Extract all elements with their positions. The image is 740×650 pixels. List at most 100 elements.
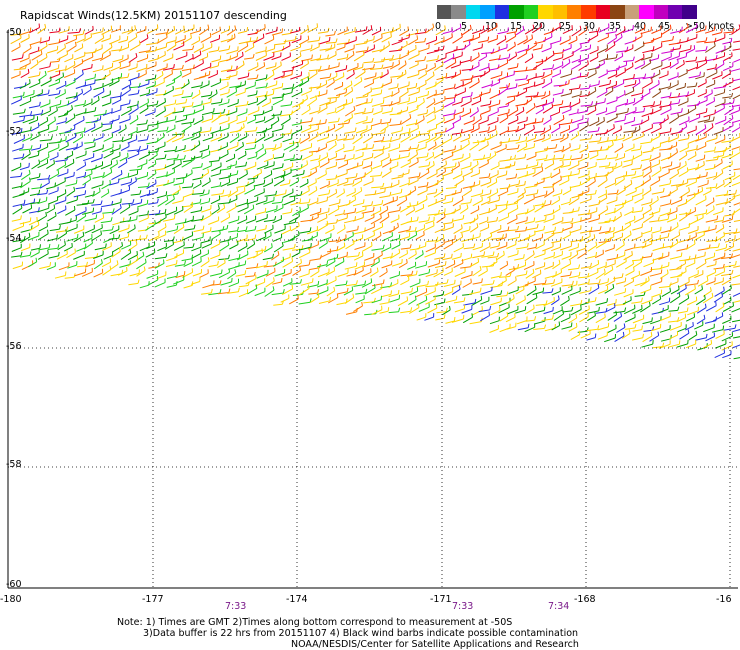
wind-barb bbox=[364, 226, 375, 232]
wind-barb bbox=[634, 45, 645, 52]
wind-barb bbox=[696, 175, 707, 179]
wind-barb-flag bbox=[28, 169, 31, 174]
wind-barb bbox=[227, 272, 237, 280]
wind-barb bbox=[721, 288, 732, 296]
wind-barb-flag bbox=[145, 234, 148, 239]
wind-barb bbox=[416, 284, 428, 288]
wind-barb bbox=[587, 282, 600, 285]
wind-barb-flag bbox=[164, 223, 167, 228]
wind-barb bbox=[598, 73, 608, 79]
wind-barb-flag bbox=[182, 178, 185, 184]
wind-barb bbox=[38, 226, 48, 232]
wind-barb bbox=[73, 55, 85, 61]
scale-label: 15 bbox=[510, 21, 523, 32]
wind-barb-flag bbox=[58, 251, 60, 256]
wind-barb bbox=[247, 65, 259, 72]
wind-barb bbox=[328, 144, 337, 151]
wind-barb bbox=[235, 190, 246, 197]
wind-barb-flag bbox=[116, 159, 118, 164]
wind-barb bbox=[310, 296, 320, 304]
wind-barb-flag bbox=[20, 172, 23, 177]
wind-barb-flag bbox=[172, 240, 174, 245]
wind-barb bbox=[543, 255, 555, 260]
wind-barb bbox=[442, 309, 451, 316]
wind-barb bbox=[163, 67, 174, 71]
wind-barb bbox=[162, 218, 175, 222]
wind-barb-flag bbox=[686, 167, 689, 172]
wind-barb-flag bbox=[57, 244, 60, 249]
wind-barb bbox=[91, 57, 103, 62]
wind-barb-flag bbox=[451, 239, 454, 244]
wind-barb-flag bbox=[136, 215, 138, 220]
wind-barb bbox=[118, 128, 127, 134]
wind-barb bbox=[399, 85, 410, 89]
scale-label: 5 bbox=[461, 21, 468, 32]
wind-barb-flag bbox=[262, 143, 264, 148]
wind-barb-flag bbox=[441, 140, 444, 145]
wind-barb bbox=[298, 163, 308, 171]
wind-barb bbox=[533, 95, 545, 98]
wind-barb-flag bbox=[708, 115, 711, 120]
wind-barb-flag bbox=[109, 50, 111, 55]
wind-barb-flag bbox=[509, 163, 512, 168]
wind-barb bbox=[507, 129, 518, 133]
wind-barb-flag bbox=[682, 180, 685, 185]
wind-barb-flag bbox=[437, 55, 439, 60]
wind-barb bbox=[282, 281, 293, 287]
wind-barb-flag bbox=[164, 154, 167, 159]
wind-barb bbox=[605, 280, 616, 287]
wind-barb bbox=[129, 86, 140, 89]
wind-barb bbox=[352, 136, 363, 145]
wind-barb-flag bbox=[360, 133, 363, 138]
wind-barb bbox=[92, 175, 104, 179]
wind-barb bbox=[481, 265, 494, 268]
wind-barb bbox=[83, 242, 93, 250]
wind-barb bbox=[461, 274, 473, 280]
wind-barb bbox=[607, 69, 619, 72]
wind-barb bbox=[192, 166, 202, 169]
wind-barb bbox=[714, 235, 725, 243]
wind-barb bbox=[634, 281, 647, 287]
wind-barb bbox=[353, 66, 363, 71]
wind-barb bbox=[720, 46, 732, 53]
wind-barb bbox=[622, 299, 632, 305]
wind-barb-flag bbox=[643, 291, 646, 296]
wind-barb-flag bbox=[110, 168, 113, 173]
wind-barb-flag bbox=[300, 258, 302, 263]
wind-barb-flag bbox=[630, 179, 633, 184]
wind-barb bbox=[506, 297, 515, 304]
wind-barb bbox=[506, 148, 519, 151]
wind-barb-flag bbox=[525, 49, 528, 54]
wind-barb-flag bbox=[623, 240, 625, 246]
wind-barb bbox=[48, 82, 60, 87]
wind-barb bbox=[282, 192, 294, 198]
wind-barb bbox=[265, 30, 278, 35]
wind-barb bbox=[355, 50, 368, 53]
wind-barb bbox=[693, 190, 703, 196]
wind-barb bbox=[172, 136, 184, 143]
wind-barb-flag bbox=[710, 186, 712, 192]
wind-barb bbox=[400, 131, 410, 135]
wind-barb-flag bbox=[223, 258, 226, 263]
wind-barb-flag bbox=[139, 235, 141, 240]
wind-barb bbox=[353, 269, 364, 276]
wind-barb bbox=[569, 87, 580, 91]
wind-barb bbox=[175, 274, 185, 279]
wind-barb bbox=[472, 281, 482, 285]
wind-barb bbox=[28, 261, 37, 268]
wind-barb bbox=[595, 241, 607, 249]
wind-barb bbox=[282, 260, 293, 268]
wind-barb-flag bbox=[514, 41, 516, 46]
wind-barb bbox=[649, 220, 659, 223]
wind-barb bbox=[641, 81, 653, 89]
wind-barb-flag bbox=[558, 205, 561, 210]
wind-barb bbox=[612, 215, 622, 223]
wind-barb bbox=[409, 290, 418, 296]
wind-barb-flag bbox=[453, 83, 456, 88]
wind-barb bbox=[361, 210, 374, 214]
wind-barb-flag bbox=[578, 264, 581, 269]
wind-barb bbox=[280, 113, 292, 117]
wind-barb-flag bbox=[297, 177, 300, 182]
wind-barb-flag bbox=[687, 294, 690, 299]
wind-barb bbox=[182, 48, 193, 51]
